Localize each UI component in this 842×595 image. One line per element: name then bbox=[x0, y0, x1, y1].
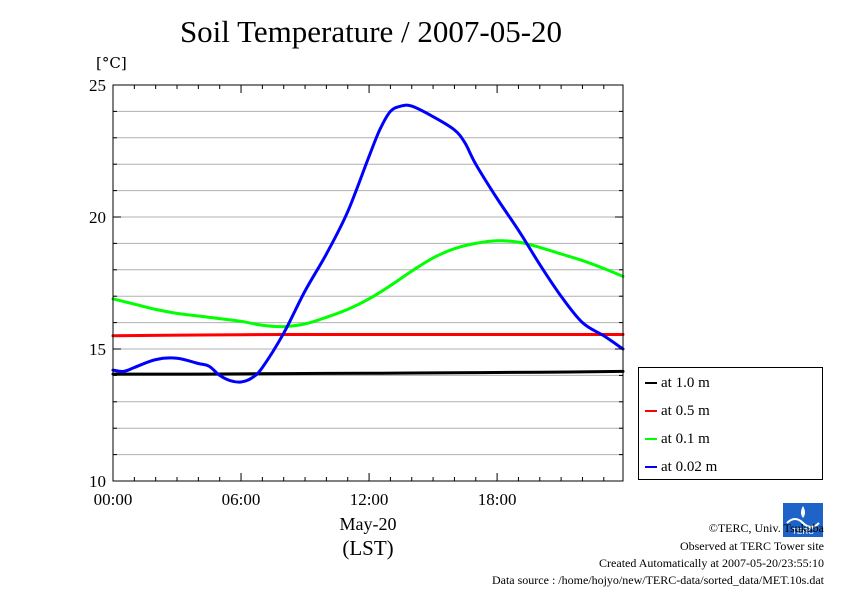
legend-item: at 0.5 m bbox=[645, 401, 710, 421]
plot-frame bbox=[112, 84, 624, 482]
y-axis-unit: [°C] bbox=[96, 54, 127, 72]
series-line-0 bbox=[111, 369, 625, 376]
x-tick-label: 12:00 bbox=[350, 490, 389, 509]
legend-item: at 1.0 m bbox=[645, 373, 710, 393]
logo-text: TERC bbox=[792, 527, 814, 536]
legend-label: at 0.1 m bbox=[661, 430, 710, 447]
grid-lines bbox=[113, 110, 623, 456]
axis-ticks bbox=[112, 84, 623, 482]
x-axis-zone-label: (LST) bbox=[342, 536, 394, 560]
series-line-3 bbox=[111, 103, 625, 384]
footer-source: Data source : /home/hojyo/new/TERC-data/… bbox=[491, 573, 824, 587]
legend-swatch bbox=[645, 438, 657, 440]
legend-item: at 0.1 m bbox=[645, 429, 710, 449]
legend-label: at 1.0 m bbox=[661, 374, 710, 391]
legend-item: at 0.02 m bbox=[645, 457, 717, 477]
terc-logo-icon: TERC bbox=[783, 503, 823, 537]
axis-tick-labels: 10 15 20 25 00:00 06:00 12:00 18:00 bbox=[89, 76, 516, 509]
x-tick-label: 00:00 bbox=[94, 490, 133, 509]
x-axis-date-label: May-20 bbox=[339, 514, 397, 534]
footer-credit: ©TERC, Univ. Tsukuba bbox=[708, 521, 824, 535]
legend-swatch bbox=[645, 410, 657, 412]
legend-swatch bbox=[645, 466, 657, 468]
y-tick-label: 25 bbox=[89, 76, 106, 95]
legend-swatch bbox=[645, 382, 657, 384]
y-tick-label: 15 bbox=[89, 340, 106, 359]
footer-created: Created Automatically at 2007-05-20/23:5… bbox=[599, 556, 824, 570]
y-tick-label: 10 bbox=[89, 472, 106, 491]
footer-site: Observed at TERC Tower site bbox=[679, 539, 824, 553]
series-lines bbox=[111, 103, 625, 384]
y-tick-label: 20 bbox=[89, 208, 106, 227]
chart-title: Soil Temperature / 2007-05-20 bbox=[179, 14, 563, 49]
legend-label: at 0.5 m bbox=[661, 402, 710, 419]
x-tick-label: 18:00 bbox=[478, 490, 517, 509]
x-tick-label: 06:00 bbox=[222, 490, 261, 509]
series-line-1 bbox=[111, 332, 625, 338]
series-line-2 bbox=[111, 239, 625, 329]
legend-label: at 0.02 m bbox=[661, 458, 718, 475]
legend: at 1.0 m at 0.5 m at 0.1 m at 0.02 m bbox=[638, 367, 823, 480]
